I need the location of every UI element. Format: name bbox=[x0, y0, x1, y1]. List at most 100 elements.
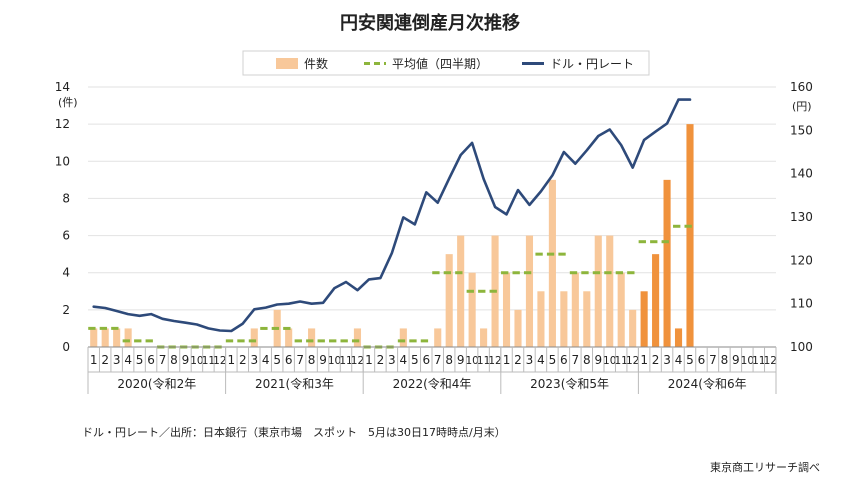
count-bar bbox=[457, 235, 465, 347]
month-label: 11 bbox=[615, 355, 628, 367]
count-bar bbox=[537, 291, 545, 347]
year-label: 2022(令和4年 bbox=[393, 376, 472, 391]
month-label: 7 bbox=[572, 353, 580, 367]
month-label: 6 bbox=[698, 353, 706, 367]
month-label: 4 bbox=[124, 353, 132, 367]
month-label: 3 bbox=[113, 353, 121, 367]
legend-swatch-count bbox=[276, 58, 298, 69]
month-label: 8 bbox=[445, 353, 453, 367]
month-label: 7 bbox=[159, 353, 167, 367]
year-label: 2020(令和2年 bbox=[117, 376, 196, 391]
month-label: 4 bbox=[537, 353, 545, 367]
month-label: 10 bbox=[741, 355, 754, 367]
average-series bbox=[88, 224, 696, 349]
rate-line bbox=[92, 98, 692, 333]
month-label: 2 bbox=[652, 353, 660, 367]
count-bar bbox=[90, 328, 98, 347]
month-label: 1 bbox=[365, 353, 373, 367]
month-label: 11 bbox=[339, 355, 352, 367]
month-label: 11 bbox=[752, 355, 765, 367]
count-bar bbox=[434, 328, 442, 347]
year-label: 2023(令和5年 bbox=[530, 376, 609, 391]
right-tick-label: 150 bbox=[790, 123, 813, 137]
count-bar bbox=[525, 235, 534, 347]
month-label: 1 bbox=[90, 353, 98, 367]
legend: 件数 平均値（四半期） ドル・円レート bbox=[242, 50, 650, 76]
month-label: 1 bbox=[503, 353, 511, 367]
count-bar bbox=[571, 272, 579, 347]
month-label: 2 bbox=[239, 353, 247, 367]
count-bar bbox=[353, 328, 362, 347]
count-bar bbox=[674, 328, 683, 347]
count-bar bbox=[445, 254, 453, 347]
credit: 東京商工リサーチ調べ bbox=[710, 461, 820, 474]
month-label: 8 bbox=[170, 353, 178, 367]
count-bar bbox=[480, 328, 488, 347]
legend-label-rate: ドル・円レート bbox=[550, 57, 634, 71]
right-tick-label: 120 bbox=[790, 253, 813, 267]
month-label: 5 bbox=[686, 353, 694, 367]
month-label: 5 bbox=[136, 353, 144, 367]
right-tick-label: 110 bbox=[790, 297, 813, 311]
month-label: 10 bbox=[190, 355, 203, 367]
month-label: 5 bbox=[411, 353, 419, 367]
legend-label-count: 件数 bbox=[304, 56, 328, 71]
left-tick-label: 6 bbox=[62, 229, 70, 243]
month-label: 3 bbox=[526, 353, 534, 367]
chart-title: 円安関連倒産月次推移 bbox=[340, 12, 520, 34]
month-label: 12 bbox=[764, 355, 777, 367]
month-label: 9 bbox=[732, 353, 740, 367]
month-label: 2 bbox=[514, 353, 522, 367]
right-tick-label: 130 bbox=[790, 210, 813, 224]
count-bar bbox=[594, 235, 602, 347]
source-note: ドル・円レート／出所：日本銀行（東京市場 スポット 5月は30日17時時点/月末… bbox=[82, 426, 506, 439]
count-bar bbox=[124, 328, 132, 347]
month-label: 2 bbox=[101, 353, 109, 367]
month-label: 8 bbox=[721, 353, 729, 367]
month-label: 10 bbox=[328, 355, 341, 367]
count-bar bbox=[250, 328, 258, 347]
month-label: 3 bbox=[663, 353, 671, 367]
count-bar bbox=[560, 291, 568, 347]
left-tick-label: 2 bbox=[62, 303, 70, 317]
month-label: 8 bbox=[583, 353, 591, 367]
month-label: 5 bbox=[273, 353, 281, 367]
month-label: 9 bbox=[319, 353, 327, 367]
left-tick-label: 10 bbox=[55, 154, 70, 168]
month-label: 9 bbox=[457, 353, 465, 367]
month-label: 9 bbox=[594, 353, 602, 367]
count-bar bbox=[514, 309, 522, 347]
count-bar bbox=[113, 328, 121, 347]
rate-series bbox=[92, 98, 692, 333]
count-bar bbox=[101, 328, 109, 347]
month-label: 7 bbox=[434, 353, 442, 367]
month-label: 3 bbox=[388, 353, 396, 367]
month-label: 7 bbox=[709, 353, 717, 367]
month-label: 11 bbox=[202, 355, 215, 367]
month-label: 5 bbox=[549, 353, 557, 367]
month-label: 6 bbox=[147, 353, 155, 367]
count-bar bbox=[399, 328, 407, 347]
gridlines bbox=[88, 86, 776, 311]
month-label: 1 bbox=[640, 353, 648, 367]
count-bar bbox=[686, 124, 694, 348]
right-tick-label: 160 bbox=[790, 80, 813, 94]
right-tick-label: 100 bbox=[790, 340, 813, 354]
left-tick-label: 8 bbox=[62, 191, 70, 205]
month-label: 11 bbox=[477, 355, 490, 367]
right-axis-unit: (円) bbox=[792, 100, 812, 113]
month-label: 12 bbox=[488, 355, 501, 367]
count-bar bbox=[652, 254, 660, 347]
count-bar bbox=[629, 309, 637, 347]
count-bar bbox=[640, 291, 648, 347]
count-bar bbox=[583, 291, 591, 347]
month-label: 12 bbox=[626, 355, 639, 367]
month-label: 4 bbox=[400, 353, 408, 367]
count-bar bbox=[663, 179, 671, 347]
month-label: 12 bbox=[351, 355, 364, 367]
left-tick-label: 12 bbox=[55, 117, 70, 131]
month-label: 9 bbox=[182, 353, 190, 367]
right-tick-label: 140 bbox=[790, 167, 813, 181]
